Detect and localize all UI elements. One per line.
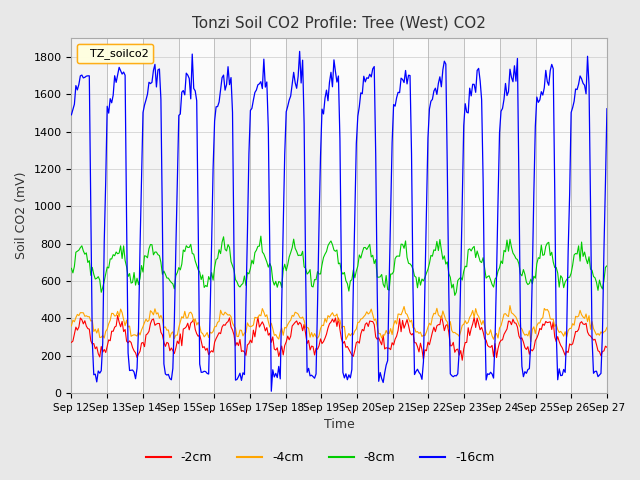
Bar (500, 38, 536, 393)
Bar (214, 38, 250, 393)
Title: Tonzi Soil CO2 Profile: Tree (West) CO2: Tonzi Soil CO2 Profile: Tree (West) CO2 (192, 15, 486, 30)
Bar (572, 38, 607, 393)
Bar (393, 38, 428, 393)
Y-axis label: Soil CO2 (mV): Soil CO2 (mV) (15, 172, 28, 259)
X-axis label: Time: Time (324, 419, 355, 432)
Bar (250, 38, 285, 393)
Bar (72, 38, 107, 393)
Bar (143, 38, 179, 393)
Bar (428, 38, 464, 393)
Bar (357, 38, 393, 393)
Bar (107, 38, 143, 393)
Legend: TZ_soilco2: TZ_soilco2 (77, 44, 154, 63)
Bar (536, 38, 572, 393)
Bar (464, 38, 500, 393)
Bar (285, 38, 321, 393)
Bar (179, 38, 214, 393)
Legend: -2cm, -4cm, -8cm, -16cm: -2cm, -4cm, -8cm, -16cm (141, 446, 499, 469)
Bar (321, 38, 357, 393)
